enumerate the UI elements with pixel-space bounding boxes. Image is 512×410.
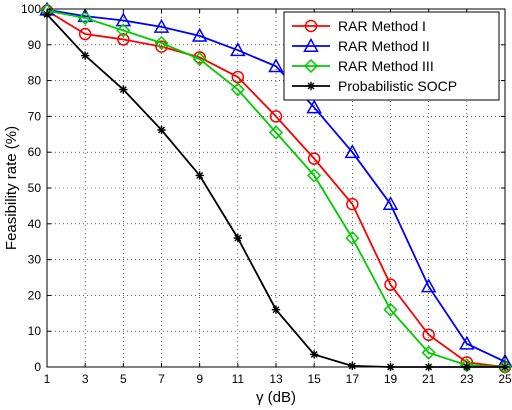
legend-item-1: RAR Method I bbox=[292, 18, 426, 34]
x-tick-label-11: 23 bbox=[460, 372, 474, 386]
series-1-point-1 bbox=[78, 27, 92, 41]
y-tick-label-7: 70 bbox=[28, 109, 42, 123]
series-3-point-3 bbox=[154, 35, 169, 51]
series-4-point-3 bbox=[157, 125, 166, 135]
y-tick-label-6: 60 bbox=[28, 145, 42, 159]
legend-marker-2 bbox=[303, 37, 319, 52]
series-2-point-2 bbox=[115, 12, 132, 27]
y-tick-label-3: 30 bbox=[28, 253, 42, 267]
legend-marker-4 bbox=[306, 81, 316, 91]
series-1-point-9 bbox=[384, 278, 397, 291]
x-tick-label-7: 15 bbox=[307, 372, 321, 386]
y-tick-label-1: 10 bbox=[28, 324, 42, 338]
y-tick-label-8: 80 bbox=[28, 74, 42, 88]
x-tick-label-2: 5 bbox=[120, 372, 127, 386]
series-3-point-7 bbox=[307, 168, 322, 183]
series-3-point-4 bbox=[192, 52, 207, 67]
x-tick-label-5: 11 bbox=[232, 372, 245, 386]
x-tick-label-8: 17 bbox=[346, 372, 360, 386]
x-tick-label-1: 3 bbox=[82, 372, 89, 386]
series-3-point-8 bbox=[345, 231, 360, 246]
legend-label-2: RAR Method II bbox=[338, 38, 430, 54]
legend-item-3: RAR Method III bbox=[292, 58, 434, 74]
series-2 bbox=[39, 1, 512, 368]
series-2-point-9 bbox=[382, 196, 399, 211]
series-1-point-2 bbox=[117, 33, 130, 46]
series-3-line bbox=[46, 9, 506, 368]
series-2-point-6 bbox=[268, 58, 284, 73]
series-lines bbox=[39, 1, 512, 375]
series-2-line bbox=[46, 8, 506, 363]
legend-marker-1 bbox=[304, 19, 318, 33]
series-4-point-4 bbox=[195, 171, 204, 180]
legend-label-1: RAR Method I bbox=[338, 18, 426, 34]
legend-item-2: RAR Method II bbox=[292, 37, 430, 54]
series-1-point-6 bbox=[269, 110, 283, 123]
legend: RAR Method I RAR Method II RAR Method III P… bbox=[283, 11, 500, 101]
series-2-point-10 bbox=[420, 278, 437, 293]
legend-label-4: Probabilistic SOCP bbox=[338, 78, 457, 94]
series-3-point-10 bbox=[421, 345, 436, 360]
legend-label-3: RAR Method III bbox=[338, 58, 434, 74]
series-1-point-7 bbox=[307, 152, 321, 165]
y-tick-label-5: 50 bbox=[28, 181, 42, 195]
series-3-point-12 bbox=[497, 359, 512, 375]
y-tick-label-10: 100 bbox=[21, 2, 41, 16]
series-3-point-9 bbox=[383, 302, 398, 317]
series-4-point-1 bbox=[80, 51, 90, 60]
series-4-point-7 bbox=[309, 350, 319, 359]
x-tick-label-3: 7 bbox=[158, 372, 165, 386]
series-1-point-8 bbox=[346, 197, 359, 211]
series-2-point-8 bbox=[344, 144, 361, 159]
series-3-point-2 bbox=[116, 23, 131, 38]
legend-item-4: Probabilistic SOCP bbox=[292, 78, 457, 94]
x-axis-label: γ (dB) bbox=[256, 389, 296, 406]
x-tick-label-0: 1 bbox=[44, 372, 51, 386]
series-3-point-1 bbox=[78, 10, 93, 26]
series-2-point-5 bbox=[230, 42, 246, 57]
series-2-point-4 bbox=[191, 27, 208, 42]
series-2-point-7 bbox=[306, 99, 322, 114]
x-tick-label-4: 9 bbox=[196, 372, 203, 386]
y-tick-label-4: 40 bbox=[28, 217, 42, 231]
y-tick-label-0: 0 bbox=[34, 360, 41, 374]
x-tick-label-9: 19 bbox=[384, 372, 398, 386]
y-axis-label: Feasibility rate (%) bbox=[3, 126, 20, 250]
series-4-point-5 bbox=[233, 233, 243, 243]
series-3-point-6 bbox=[268, 125, 284, 140]
y-tick-label-9: 90 bbox=[28, 38, 42, 52]
series-3-point-5 bbox=[230, 82, 245, 97]
series-1-point-3 bbox=[155, 40, 168, 53]
y-tick-label-2: 20 bbox=[28, 288, 42, 302]
axis-ticks: 1 3 5 7 9 11 13 15 17 19 21 23 250102030405060708090… bbox=[21, 2, 512, 386]
series-2-point-11 bbox=[459, 335, 475, 350]
series-1-line bbox=[46, 10, 506, 368]
x-tick-label-12: 25 bbox=[498, 372, 512, 386]
x-tick-label-10: 21 bbox=[422, 372, 436, 386]
series-4-point-2 bbox=[119, 85, 128, 94]
series-3-point-11 bbox=[459, 358, 474, 373]
x-tick-label-6: 13 bbox=[269, 372, 283, 386]
series-1-point-10 bbox=[422, 328, 435, 342]
legend-marker-3 bbox=[303, 58, 319, 74]
series-4-point-6 bbox=[271, 305, 281, 314]
series-2-point-3 bbox=[153, 18, 170, 33]
